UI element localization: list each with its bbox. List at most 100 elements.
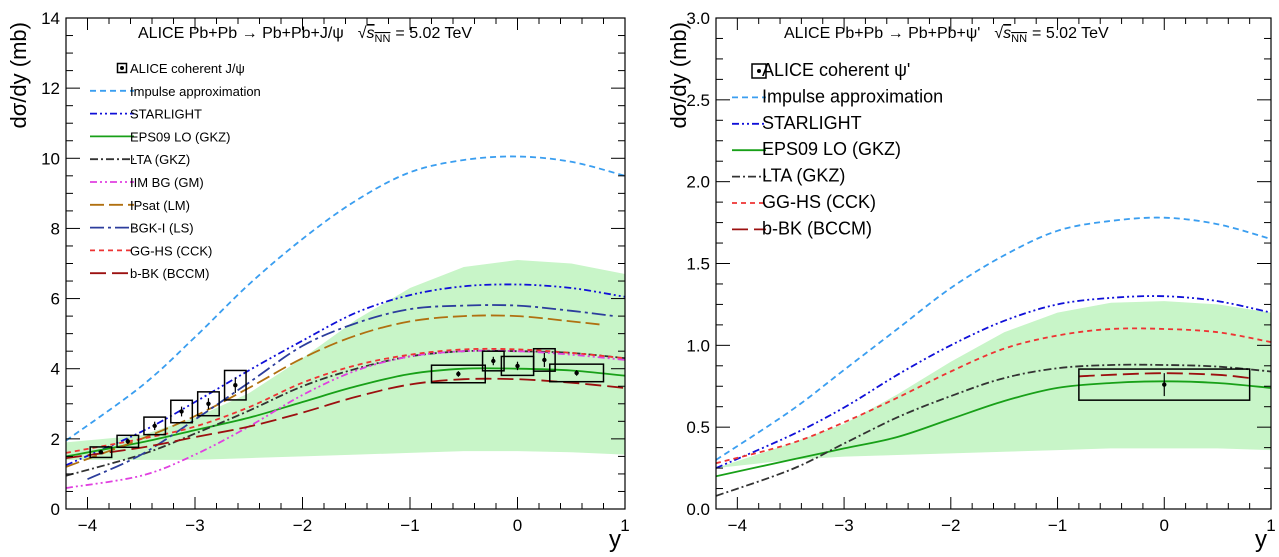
legend-label: Impulse approximation <box>130 84 261 99</box>
series-line-impulse <box>66 155 625 442</box>
legend-marker-box <box>116 62 128 74</box>
chart-title-reaction: ALICE Pb+Pb → Pb+Pb+ψ' <box>784 25 980 42</box>
x-tick-label: −4 <box>728 516 747 535</box>
x-tick-label: −3 <box>834 516 853 535</box>
x-tick-label: 1 <box>1266 516 1275 535</box>
chart-title-s: s <box>367 25 375 42</box>
y-tick-label: 12 <box>41 79 60 98</box>
x-tick-label: 0 <box>513 516 522 535</box>
psi2s-panel: −4 −3 −2 −1 0 1 0.0 0.5 1.0 1.5 2.0 2.5 3.0 y dσ/dy (m… <box>666 9 1276 553</box>
y-tick-label: 2 <box>51 430 60 449</box>
data-point <box>179 409 184 414</box>
data-point-sys-box <box>430 364 486 384</box>
series-line-eps09 <box>66 367 625 458</box>
series-line-ipsat <box>66 314 604 468</box>
x-tick-label: 0 <box>1160 516 1169 535</box>
x-tick-label: 1 <box>620 516 629 535</box>
legend-label: BGK-I (LS) <box>130 221 194 236</box>
data-point <box>152 423 157 429</box>
data-point-sys-box <box>1078 368 1251 401</box>
chart-title: ALICE Pb+Pb → Pb+Pb+J/ψ √sNN = 5.02 TeV <box>138 25 472 45</box>
y-tick-label: 0 <box>51 500 60 519</box>
series-line-impulse <box>716 216 1271 461</box>
series-line-starlight <box>66 283 625 467</box>
chart-title-energy: = 5.02 TeV <box>395 25 472 42</box>
data-point <box>456 371 461 377</box>
x-axis-title: y <box>1255 526 1267 552</box>
data-point-sys-box <box>170 399 194 424</box>
y-tick-label: 6 <box>51 290 60 309</box>
series-line-bbk <box>66 377 625 459</box>
series-line-gghs <box>716 327 1271 465</box>
y-axis-title: dσ/dy (mb) <box>6 22 31 129</box>
data-point <box>1162 382 1167 387</box>
plot-area <box>66 155 625 489</box>
data-point <box>125 439 131 444</box>
legend-marker-dot <box>757 69 761 73</box>
data-point-sys-box <box>481 350 505 372</box>
legend-label: STARLIGHT <box>762 113 862 133</box>
series-line-eps09 <box>716 380 1271 478</box>
legend-marker-box <box>751 63 767 79</box>
legend-label: LTA (GKZ) <box>130 152 190 167</box>
chart-title-reaction: ALICE Pb+Pb → Pb+Pb+J/ψ <box>138 25 344 42</box>
chart-title-sqrt: √ <box>358 25 367 42</box>
y-tick-label: 0.0 <box>686 500 710 519</box>
legend-label: IIM BG (GM) <box>130 175 204 190</box>
series-line-lta <box>716 363 1271 497</box>
data-point <box>515 363 520 369</box>
y-tick-label: 10 <box>41 149 60 168</box>
data-point-sys-box <box>116 434 140 449</box>
legend-label: b-BK (BCCM) <box>762 218 872 238</box>
chart-title-nn: NN <box>1011 33 1027 45</box>
legend-label: EPS09 LO (GKZ) <box>762 139 901 159</box>
x-tick-label: −1 <box>1048 516 1067 535</box>
data-point <box>574 370 579 376</box>
data-point <box>233 382 238 388</box>
legend: ALICE coherent ψ' Impulse approximation ST… <box>732 60 943 238</box>
x-axis-title: y <box>609 526 621 552</box>
y-tick-label: 8 <box>51 219 60 238</box>
x-tick-label: −2 <box>941 516 960 535</box>
chart-title-sqrt: √ <box>994 25 1003 42</box>
x-tick-label: −3 <box>185 516 204 535</box>
data-point-sys-box <box>89 446 113 459</box>
uncertainty-band <box>716 301 1271 469</box>
data-point <box>491 358 496 364</box>
chart-title-nn: NN <box>375 33 391 45</box>
series-line-lta <box>66 349 625 477</box>
legend-label: IPsat (LM) <box>130 198 190 213</box>
legend-marker-dot <box>120 66 124 70</box>
legend-label: EPS09 LO (GKZ) <box>130 129 230 144</box>
data-point-sys-box <box>196 391 220 417</box>
legend-label: GG-HS (CCK) <box>130 243 212 258</box>
y-tick-label: 3.0 <box>686 9 710 28</box>
data-point-sys-box <box>549 363 605 383</box>
y-tick-label: 14 <box>41 9 60 28</box>
y-tick-label: 1.5 <box>686 255 710 274</box>
chart-title-energy: = 5.02 TeV <box>1032 25 1109 42</box>
plot-area <box>716 216 1271 497</box>
data-point <box>206 401 211 406</box>
y-tick-label: 4 <box>51 360 60 379</box>
legend-label: b-BK (BCCM) <box>130 266 209 281</box>
y-tick-label: 2.0 <box>686 173 710 192</box>
chart-title-s: s <box>1003 25 1011 42</box>
y-tick-label: 0.5 <box>686 418 710 437</box>
series-line-gghs <box>66 347 625 454</box>
legend: ALICE coherent J/ψ Impulse approximation S… <box>90 61 261 281</box>
series-line-bgk <box>87 304 615 481</box>
legend-label: LTA (GKZ) <box>762 166 845 186</box>
x-tick-label: −1 <box>400 516 419 535</box>
data-point-sys-box <box>143 416 167 436</box>
uncertainty-band <box>66 260 625 460</box>
data-point-sys-box <box>223 369 247 401</box>
y-tick-label: 2.5 <box>686 91 710 110</box>
chart-title: ALICE Pb+Pb → Pb+Pb+ψ' √sNN = 5.02 TeV <box>784 25 1109 45</box>
y-axis-title: dσ/dy (mb) <box>666 22 691 129</box>
legend-label: Impulse approximation <box>762 86 943 106</box>
series-line-iim <box>66 349 625 489</box>
series-line-starlight <box>716 295 1271 469</box>
